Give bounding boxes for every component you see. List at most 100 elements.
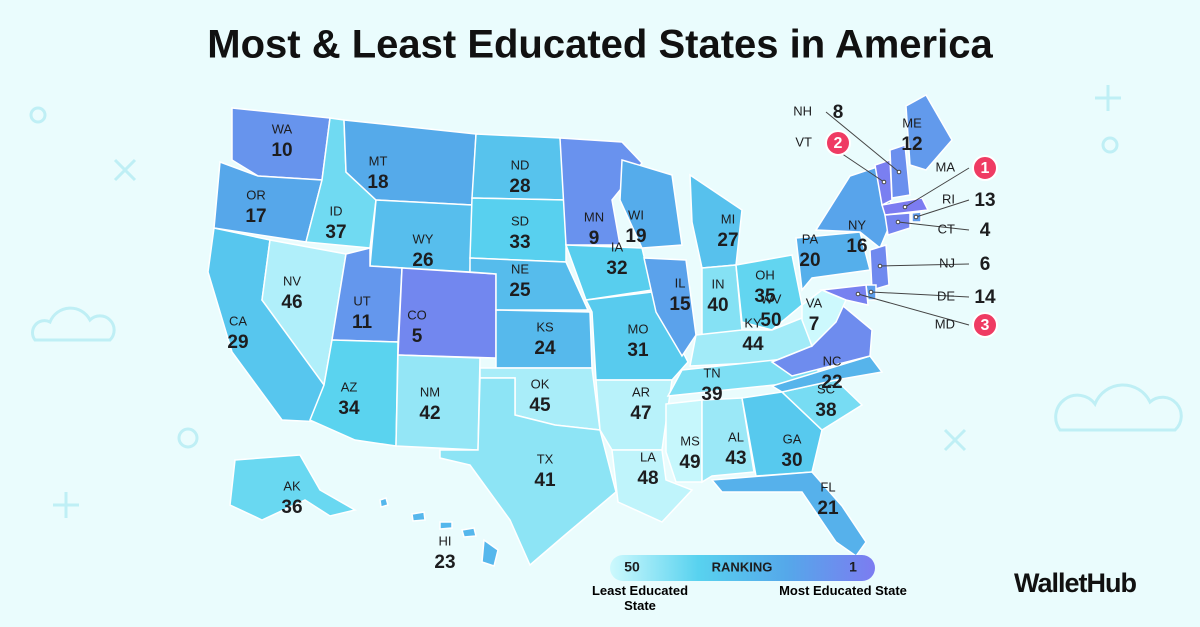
state-rank: 15	[669, 294, 691, 315]
state-rank: 40	[707, 295, 728, 316]
state-rank: 23	[434, 552, 455, 573]
state	[819, 284, 869, 306]
state-rank: 5	[412, 326, 423, 347]
state	[795, 231, 871, 292]
state-abbr: MD	[935, 316, 955, 331]
state-rank: 43	[725, 448, 746, 469]
state-abbr: WA	[272, 121, 293, 136]
state-abbr: FL	[820, 479, 835, 494]
state-abbr: KY	[744, 315, 762, 330]
state-abbr: CA	[229, 313, 247, 328]
state-abbr: AR	[632, 384, 650, 399]
state-rank: 16	[846, 236, 867, 257]
state-rank: 17	[245, 206, 266, 227]
leader-dot	[855, 291, 861, 297]
state-rank: 4	[980, 220, 991, 241]
state-rank: 19	[625, 226, 646, 247]
state-rank: 36	[281, 497, 302, 518]
leader-dot	[895, 219, 901, 225]
state-rank: 28	[509, 176, 530, 197]
state-rank: 13	[974, 190, 995, 211]
state-abbr: NJ	[939, 255, 955, 270]
state	[735, 254, 803, 331]
states	[207, 93, 953, 567]
state-abbr: HI	[439, 533, 452, 548]
state-abbr: MS	[680, 433, 700, 448]
state-abbr: WY	[413, 231, 434, 246]
state-abbr: PA	[802, 231, 819, 246]
leader-line	[897, 221, 970, 231]
state-rank: 12	[901, 134, 922, 155]
legend-bar	[610, 555, 875, 581]
state-abbr: TX	[537, 451, 554, 466]
state	[619, 159, 683, 249]
state-abbr: UT	[353, 293, 370, 308]
state-abbr: NC	[823, 353, 842, 368]
state-abbr: MT	[369, 153, 388, 168]
state-rank: 21	[817, 498, 839, 519]
state-rank: 1	[981, 160, 990, 177]
leader-line	[904, 167, 970, 208]
state	[643, 257, 697, 358]
state-abbr: AK	[283, 478, 301, 493]
state-abbr: SD	[511, 213, 529, 228]
leader-dot	[896, 169, 902, 175]
state-abbr: ID	[330, 203, 343, 218]
state-abbr: MI	[721, 211, 735, 226]
legend-low-caption-box: Least Educated State	[592, 583, 688, 613]
state-abbr: VA	[806, 295, 823, 310]
state-abbr: IN	[712, 276, 725, 291]
state-rank: 31	[627, 340, 649, 361]
state-abbr: OR	[246, 187, 266, 202]
state-abbr: RI	[942, 191, 955, 206]
state-abbr: WV	[761, 291, 782, 306]
leader-line	[825, 111, 900, 173]
state-abbr: OH	[755, 267, 775, 282]
state-abbr: NY	[848, 217, 866, 232]
state-rank: 25	[509, 280, 531, 301]
state-abbr: KS	[536, 319, 554, 334]
state-abbr: GA	[783, 431, 802, 446]
state-abbr: WI	[628, 207, 644, 222]
state-abbr: NE	[511, 261, 529, 276]
state-abbr: SC	[817, 381, 835, 396]
state-rank: 11	[352, 312, 373, 333]
state-rank: 27	[717, 230, 738, 251]
legend-high-caption-box: Most Educated State	[779, 583, 907, 598]
state-abbr: CT	[938, 221, 955, 236]
state-rank: 37	[325, 222, 346, 243]
state-rank: 3	[981, 317, 990, 334]
state-abbr: NM	[420, 384, 440, 399]
state-abbr: IA	[611, 239, 624, 254]
state-rank: 32	[606, 258, 627, 279]
state	[905, 93, 953, 171]
leader-dot	[913, 214, 919, 220]
legend-high-caption: Most Educated State	[779, 583, 907, 598]
leader-dot	[881, 179, 887, 185]
leader-dot	[877, 263, 883, 269]
state	[309, 339, 399, 447]
state-abbr: NH	[793, 103, 812, 118]
state-rank: 47	[630, 403, 651, 424]
state-rank: 45	[529, 395, 551, 416]
state-rank: 26	[412, 250, 433, 271]
leader-dot	[902, 204, 908, 210]
state-abbr: ND	[511, 157, 530, 172]
state-abbr: MA	[936, 159, 956, 174]
decoration	[29, 85, 1183, 518]
state-abbr: TN	[703, 365, 720, 380]
state-rank: 22	[821, 372, 842, 393]
leader-line	[870, 291, 970, 298]
state	[611, 449, 694, 523]
state-rank: 2	[834, 135, 843, 152]
state-rank: 38	[815, 400, 836, 421]
state-rank: 48	[637, 468, 658, 489]
state	[665, 399, 703, 483]
state-rank: 8	[833, 102, 844, 123]
state-rank: 20	[799, 250, 820, 271]
state-rank: 44	[742, 334, 764, 355]
state-rank: 41	[534, 470, 556, 491]
state-rank: 10	[271, 140, 292, 161]
